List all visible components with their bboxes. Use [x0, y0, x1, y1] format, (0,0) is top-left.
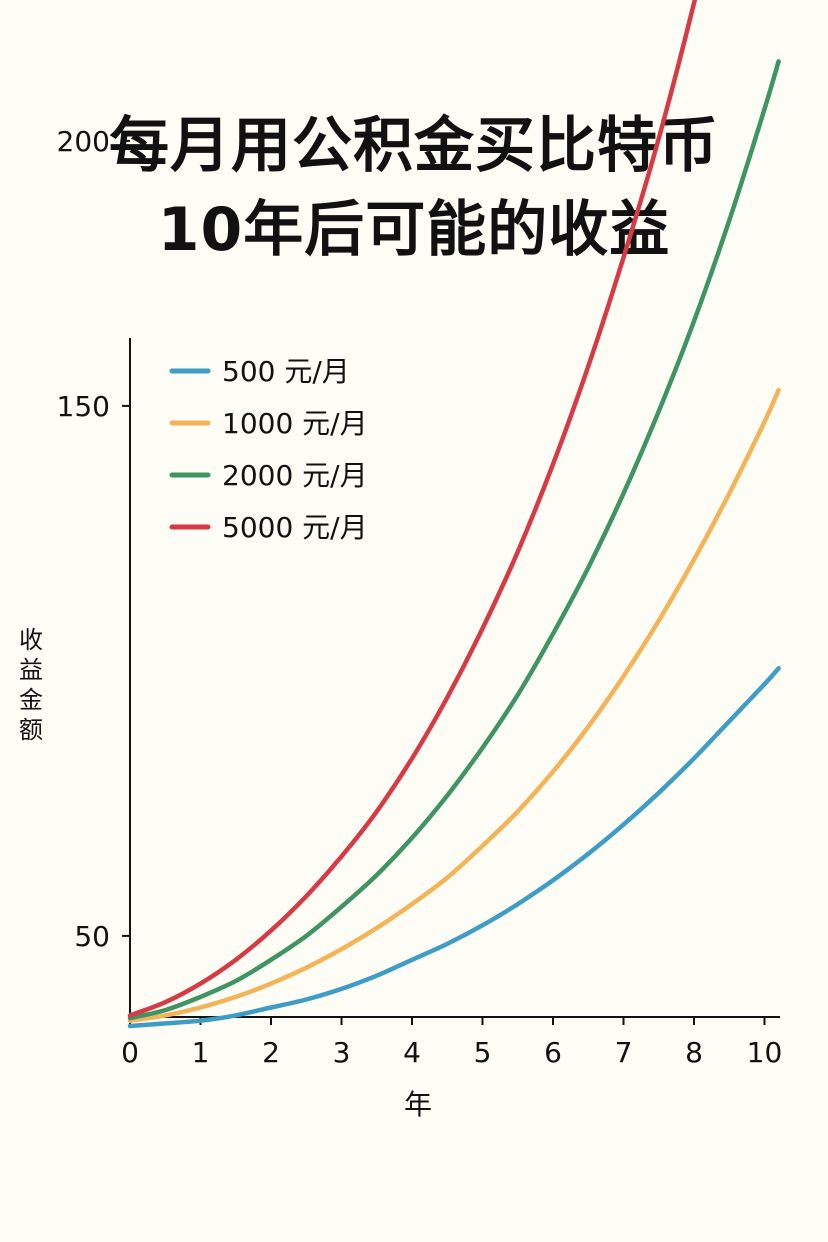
y-tick-label: 200	[57, 125, 110, 158]
series-line-4	[127, 0, 698, 1018]
y-axis-title: 收益金额	[19, 626, 43, 744]
x-tick-label: 3	[333, 1036, 351, 1069]
chart-title-line-2: 10年后可能的收益	[157, 195, 671, 265]
x-tick-label: 1	[192, 1036, 210, 1069]
legend-label-4: 5000 元/月	[222, 511, 368, 544]
legend-label-1: 500 元/月	[222, 355, 350, 388]
x-tick-label: 8	[685, 1036, 703, 1069]
chart-title-line-1: 每月用公积金买比特币	[109, 111, 719, 181]
y-tick-label: 50	[74, 920, 110, 953]
x-tick-label: 4	[403, 1036, 421, 1069]
x-axis-title: 年	[404, 1088, 432, 1121]
y-tick-label: 150	[57, 390, 110, 423]
series-line-2	[127, 387, 781, 1023]
legend-label-2: 1000 元/月	[222, 407, 368, 440]
legend-label-3: 2000 元/月	[222, 459, 368, 492]
x-tick-label: 2	[262, 1036, 280, 1069]
x-tick-label: 7	[615, 1036, 633, 1069]
x-tick-label: 6	[544, 1036, 562, 1069]
x-tick-label: 10	[747, 1036, 783, 1069]
x-tick-label: 0	[121, 1036, 139, 1069]
chart-title: 每月用公积金买比特币 10年后可能的收益	[0, 104, 828, 272]
x-tick-label: 5	[474, 1036, 492, 1069]
series-line-3	[127, 59, 781, 1021]
series-line-1	[127, 666, 781, 1029]
